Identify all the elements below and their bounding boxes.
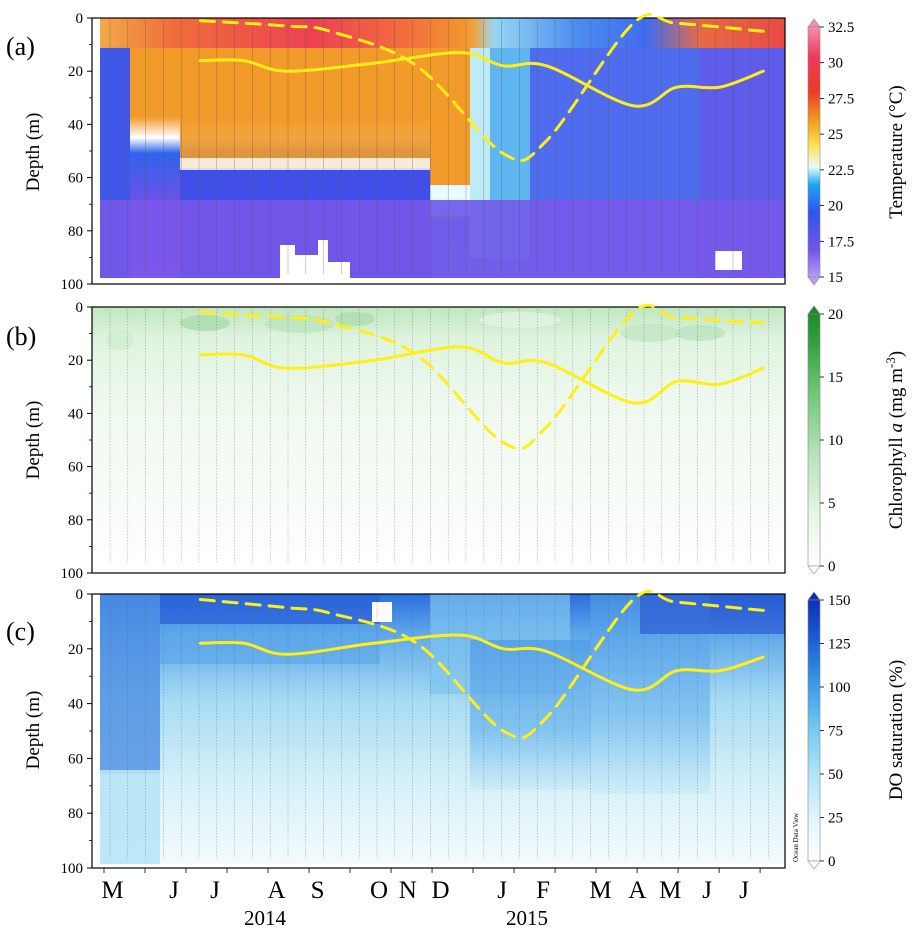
month-label: J xyxy=(739,877,749,904)
month-label: J xyxy=(497,877,507,904)
colorbar-tick-label: 32.5 xyxy=(828,20,854,36)
year-label-2014: 2014 xyxy=(244,906,287,930)
year-label-2015: 2015 xyxy=(506,906,548,930)
colorbar-ticks-b: 0 5 10 15 20 xyxy=(820,307,843,575)
depth-tick-label: 20 xyxy=(68,64,83,80)
month-label: O xyxy=(370,877,388,904)
depth-axis-label-b: Depth (m) xyxy=(23,401,44,480)
panel-do-saturation: 0 20 40 60 80 100 (c) Depth (m) Ocean Data Vi… xyxy=(6,587,907,877)
depth-axis-label-c: Depth (m) xyxy=(23,691,44,770)
colorbar-tick-label: 20 xyxy=(828,199,843,215)
panel-chlorophyll: 0 20 40 60 80 100 (b) Depth (m) 0 5 10 15 20 Chlo… xyxy=(6,300,907,582)
solid-series-line xyxy=(198,345,765,405)
colorbar-tick-label: 50 xyxy=(828,767,843,783)
month-label: J xyxy=(210,877,220,904)
depth-tick-label: 80 xyxy=(68,224,83,240)
station-lines-b xyxy=(109,309,769,563)
station-lines-a xyxy=(109,20,769,274)
colorbar-tick-label: 75 xyxy=(828,724,843,740)
colorbar-tick-label: 27.5 xyxy=(828,91,854,107)
depth-ticks-b: 0 20 40 60 80 100 xyxy=(61,300,92,582)
colorbar-ticks-a: 15 17.5 20 22.5 25 27.5 30 32.5 xyxy=(820,20,854,286)
panel-label-c: (c) xyxy=(6,617,35,646)
month-label: J xyxy=(169,877,179,904)
depth-tick-label: 60 xyxy=(68,751,83,767)
series-layer xyxy=(198,12,765,740)
depth-tick-label: 0 xyxy=(76,300,84,316)
dashed-series-line xyxy=(198,589,765,740)
month-label: M xyxy=(101,877,123,904)
colorbar-tick-label: 15 xyxy=(828,270,843,286)
colorbar-tick-label: 22.5 xyxy=(828,163,854,179)
colorbar-tick-label: 100 xyxy=(828,680,851,696)
depth-tick-label: 60 xyxy=(68,460,83,476)
chlorophyll-field xyxy=(92,307,785,573)
depth-tick-label: 40 xyxy=(68,406,83,422)
colorbar-tick-label: 10 xyxy=(828,433,843,449)
panel-label-b: (b) xyxy=(6,322,36,351)
colorbar-temperature: 15 17.5 20 22.5 25 27.5 30 32.5 xyxy=(807,18,854,286)
depth-tick-label: 40 xyxy=(68,117,83,133)
colorbar-tick-label: 20 xyxy=(828,307,843,323)
colorbar-tick-label: 5 xyxy=(828,496,836,512)
colorbar-do-saturation: 0 25 50 75 100 125 150 xyxy=(807,591,851,870)
solid-series-line xyxy=(198,633,765,692)
colorbar-tick-label: 150 xyxy=(828,593,851,609)
dashed-series-line xyxy=(198,303,765,451)
panel-label-a: (a) xyxy=(6,32,35,61)
depth-ticks-c: 0 20 40 60 80 100 xyxy=(61,587,92,877)
panel-temperature: 0 20 40 60 80 100 (a) Depth (m) 15 17.5 20 22.5 2… xyxy=(6,11,907,293)
month-label: D xyxy=(432,877,450,904)
colorbar-tick-label: 25 xyxy=(828,127,843,143)
depth-tick-label: 0 xyxy=(76,587,84,603)
colorbar-tick-label: 0 xyxy=(828,854,836,870)
colorbar-tick-label: 30 xyxy=(828,56,843,72)
dashed-series-line xyxy=(198,12,765,163)
depth-axis-label-a: Depth (m) xyxy=(23,113,44,192)
colorbar-label-temperature: Temperature (°C) xyxy=(886,85,907,218)
month-label: M xyxy=(659,877,681,904)
month-label: N xyxy=(399,877,417,904)
month-label: S xyxy=(311,877,325,904)
depth-tick-label: 100 xyxy=(61,861,84,877)
depth-tick-label: 80 xyxy=(68,513,83,529)
depth-tick-label: 20 xyxy=(68,353,83,369)
colorbar-tick-label: 17.5 xyxy=(828,234,854,250)
depth-tick-label: 100 xyxy=(61,566,84,582)
colorbar-tick-label: 15 xyxy=(828,370,843,386)
month-label: A xyxy=(267,877,285,904)
colorbar-tick-label: 125 xyxy=(828,637,851,653)
depth-tick-label: 20 xyxy=(68,642,83,658)
colorbar-ticks-c: 0 25 50 75 100 125 150 xyxy=(820,593,851,870)
month-label: A xyxy=(628,877,646,904)
temperature-field xyxy=(92,18,785,284)
month-label: F xyxy=(536,877,550,904)
depth-tick-label: 100 xyxy=(61,277,84,293)
depth-tick-label: 60 xyxy=(68,171,83,187)
watermark: Ocean Data View xyxy=(792,812,800,862)
colorbar-tick-label: 25 xyxy=(828,811,843,827)
depth-ticks-a: 0 20 40 60 80 100 xyxy=(61,11,92,293)
depth-tick-label: 40 xyxy=(68,697,83,713)
month-label: M xyxy=(589,877,611,904)
solid-series-line xyxy=(198,51,765,108)
month-label: J xyxy=(702,877,712,904)
colorbar-label-chlorophyll: Chlorophyll a (mg m-3) xyxy=(883,351,908,529)
colorbar-tick-label: 0 xyxy=(828,559,836,575)
depth-tick-label: 80 xyxy=(68,806,83,822)
colorbar-chlorophyll: 0 5 10 15 20 xyxy=(807,305,843,575)
colorbar-label-do-saturation: DO saturation (%) xyxy=(886,660,907,800)
do-saturation-field xyxy=(92,594,785,868)
depth-tick-label: 0 xyxy=(76,11,84,27)
